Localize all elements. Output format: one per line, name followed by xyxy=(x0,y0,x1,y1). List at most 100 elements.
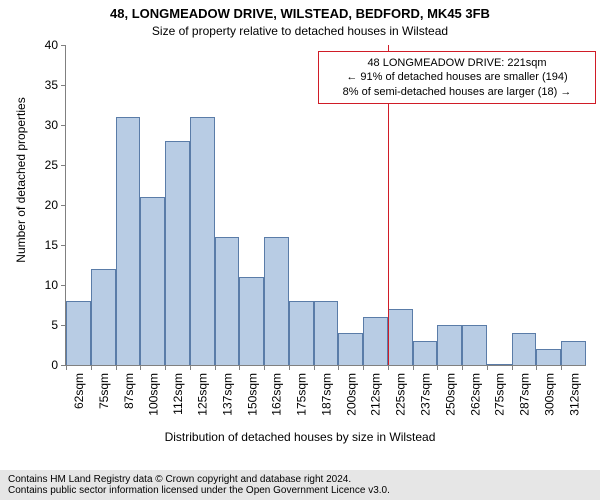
y-tick: 40 xyxy=(26,37,66,53)
y-tick-label: 40 xyxy=(45,38,58,52)
histogram-bar xyxy=(338,333,363,365)
y-tick-mark xyxy=(61,165,66,166)
x-tick-label: 137sqm xyxy=(221,373,235,416)
y-tick-mark xyxy=(61,45,66,46)
x-tick-mark xyxy=(413,365,414,370)
histogram-bar xyxy=(363,317,388,365)
x-tick-label: 175sqm xyxy=(295,373,309,416)
y-tick-mark xyxy=(61,205,66,206)
x-tick-label: 250sqm xyxy=(443,373,457,416)
histogram-bar xyxy=(437,325,462,365)
chart-container: 48, LONGMEADOW DRIVE, WILSTEAD, BEDFORD,… xyxy=(0,0,600,500)
x-tick-mark xyxy=(338,365,339,370)
chart-subtitle: Size of property relative to detached ho… xyxy=(0,24,600,38)
x-axis-label: Distribution of detached houses by size … xyxy=(0,430,600,444)
y-tick-label: 15 xyxy=(45,238,58,252)
y-tick: 30 xyxy=(26,117,66,133)
footer-line1: Contains HM Land Registry data © Crown c… xyxy=(8,474,592,485)
histogram-bar xyxy=(215,237,240,365)
x-tick-label: 262sqm xyxy=(468,373,482,416)
histogram-bar xyxy=(413,341,438,365)
x-tick-label: 112sqm xyxy=(171,373,185,415)
x-tick-mark xyxy=(239,365,240,370)
x-tick-label: 75sqm xyxy=(97,373,111,409)
histogram-bar xyxy=(264,237,289,365)
x-tick-mark xyxy=(363,365,364,370)
y-tick: 15 xyxy=(26,237,66,253)
x-tick-mark xyxy=(462,365,463,370)
x-tick-mark xyxy=(264,365,265,370)
histogram-bar xyxy=(239,277,264,365)
y-tick-mark xyxy=(61,85,66,86)
x-tick-mark xyxy=(561,365,562,370)
chart-title: 48, LONGMEADOW DRIVE, WILSTEAD, BEDFORD,… xyxy=(0,6,600,21)
y-tick-label: 35 xyxy=(45,78,58,92)
histogram-bar xyxy=(561,341,586,365)
x-tick-mark xyxy=(91,365,92,370)
x-tick-mark xyxy=(289,365,290,370)
y-tick: 5 xyxy=(26,317,66,333)
callout-line1: 48 LONGMEADOW DRIVE: 221sqm xyxy=(327,56,587,70)
histogram-bar xyxy=(289,301,314,365)
x-tick-mark xyxy=(512,365,513,370)
histogram-bar xyxy=(190,117,215,365)
y-tick-mark xyxy=(61,285,66,286)
y-tick: 0 xyxy=(26,357,66,373)
histogram-bar xyxy=(116,117,141,365)
y-tick-label: 25 xyxy=(45,158,58,172)
histogram-bar xyxy=(487,364,512,365)
x-tick-mark xyxy=(314,365,315,370)
x-tick-label: 300sqm xyxy=(542,373,556,416)
histogram-bar xyxy=(536,349,561,365)
x-tick-label: 287sqm xyxy=(518,373,532,416)
y-tick: 10 xyxy=(26,277,66,293)
histogram-bar xyxy=(91,269,116,365)
marker-callout: 48 LONGMEADOW DRIVE: 221sqm ← 91% of det… xyxy=(318,51,596,104)
footer-attribution: Contains HM Land Registry data © Crown c… xyxy=(0,470,600,500)
y-tick-mark xyxy=(61,245,66,246)
x-tick-label: 237sqm xyxy=(419,373,433,416)
y-tick-label: 0 xyxy=(51,358,58,372)
title-line1: 48, LONGMEADOW DRIVE, WILSTEAD, BEDFORD,… xyxy=(110,6,490,21)
histogram-bar xyxy=(140,197,165,365)
x-tick-label: 312sqm xyxy=(567,373,581,416)
x-tick-label: 212sqm xyxy=(369,373,383,416)
x-tick-label: 62sqm xyxy=(72,373,86,409)
x-tick-label: 87sqm xyxy=(122,373,136,409)
histogram-bar xyxy=(512,333,537,365)
x-tick-mark xyxy=(487,365,488,370)
x-tick-mark xyxy=(190,365,191,370)
footer-line2: Contains public sector information licen… xyxy=(8,485,592,496)
x-tick-label: 125sqm xyxy=(196,373,210,416)
y-tick: 35 xyxy=(26,77,66,93)
title-line2: Size of property relative to detached ho… xyxy=(152,24,448,38)
y-tick-label: 10 xyxy=(45,278,58,292)
histogram-bar xyxy=(462,325,487,365)
x-tick-mark xyxy=(388,365,389,370)
histogram-bar xyxy=(314,301,339,365)
y-tick-mark xyxy=(61,125,66,126)
x-tick-mark xyxy=(215,365,216,370)
x-tick-mark xyxy=(536,365,537,370)
x-tick-mark xyxy=(66,365,67,370)
y-tick-label: 30 xyxy=(45,118,58,132)
callout-line2: ← 91% of detached houses are smaller (19… xyxy=(327,70,587,84)
histogram-bar xyxy=(388,309,413,365)
histogram-bar xyxy=(66,301,91,365)
x-tick-label: 275sqm xyxy=(493,373,507,416)
y-tick-label: 20 xyxy=(45,198,58,212)
histogram-bar xyxy=(165,141,190,365)
x-tick-label: 150sqm xyxy=(245,373,259,416)
x-tick-label: 162sqm xyxy=(270,373,284,416)
x-tick-mark xyxy=(140,365,141,370)
x-tick-mark xyxy=(116,365,117,370)
x-tick-label: 225sqm xyxy=(394,373,408,416)
x-tick-mark xyxy=(437,365,438,370)
y-tick-label: 5 xyxy=(51,318,58,332)
y-tick: 20 xyxy=(26,197,66,213)
y-tick: 25 xyxy=(26,157,66,173)
x-tick-label: 100sqm xyxy=(146,373,160,416)
x-tick-mark xyxy=(165,365,166,370)
callout-line3: 8% of semi-detached houses are larger (1… xyxy=(327,85,587,99)
x-tick-label: 187sqm xyxy=(320,373,334,416)
